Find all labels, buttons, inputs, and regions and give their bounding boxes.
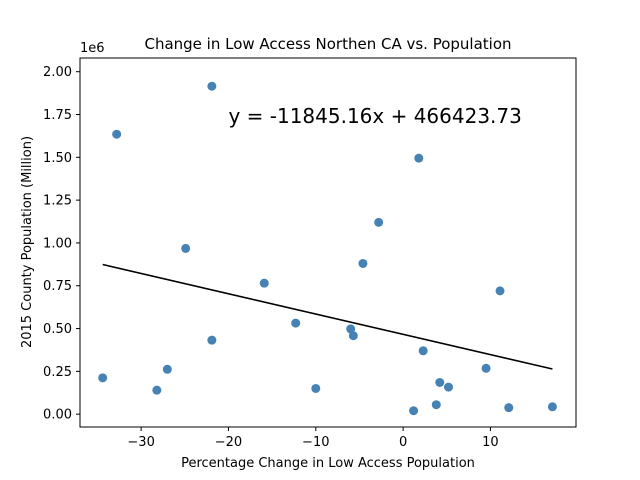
x-axis-label: Percentage Change in Low Access Populati… bbox=[181, 456, 475, 471]
y-axis: 0.00 0.25 0.50 0.75 1.00 1.25 1.50 1.75 2.00 bbox=[43, 65, 80, 423]
data-point bbox=[162, 364, 172, 374]
data-point bbox=[481, 363, 491, 373]
y-axis-offset-label: 1e6 bbox=[80, 41, 105, 56]
data-point bbox=[207, 335, 217, 345]
data-point bbox=[418, 346, 428, 356]
y-tick-label: 1.00 bbox=[43, 236, 72, 251]
data-point bbox=[259, 278, 269, 288]
data-point bbox=[409, 406, 419, 416]
data-point bbox=[504, 403, 514, 413]
data-point bbox=[152, 385, 162, 395]
data-point bbox=[374, 217, 384, 227]
y-tick-label: 0.50 bbox=[43, 322, 72, 337]
data-point bbox=[98, 373, 108, 383]
plot-area: y = -11845.16x + 466423.73 bbox=[79, 57, 577, 428]
x-axis: −30 −20 −10 0 10 bbox=[127, 427, 499, 450]
x-tick-label: 10 bbox=[482, 435, 499, 450]
y-tick-label: 0.25 bbox=[43, 365, 72, 380]
data-point bbox=[112, 129, 122, 139]
data-point bbox=[435, 377, 445, 387]
data-point bbox=[291, 318, 301, 328]
data-point bbox=[495, 286, 505, 296]
regression-layer bbox=[102, 263, 553, 370]
data-point bbox=[431, 400, 441, 410]
data-point bbox=[444, 382, 454, 392]
y-tick-label: 1.75 bbox=[43, 108, 72, 123]
data-point bbox=[207, 81, 217, 91]
chart-title: Change in Low Access Northen CA vs. Popu… bbox=[144, 35, 511, 53]
data-point bbox=[311, 383, 321, 393]
y-axis-label: 2015 County Population (Million) bbox=[20, 136, 35, 348]
points-layer bbox=[98, 81, 557, 416]
y-tick-label: 2.00 bbox=[43, 65, 72, 80]
x-tick-label: −30 bbox=[127, 435, 154, 450]
data-point bbox=[358, 258, 368, 268]
data-point bbox=[346, 324, 356, 334]
data-point bbox=[181, 243, 191, 253]
regression-line bbox=[102, 263, 553, 370]
y-tick-label: 0.00 bbox=[43, 408, 72, 423]
x-tick-label: −20 bbox=[215, 435, 242, 450]
data-point bbox=[348, 331, 358, 341]
y-tick-label: 0.75 bbox=[43, 279, 72, 294]
y-tick-label: 1.50 bbox=[43, 151, 72, 166]
data-point bbox=[414, 153, 424, 163]
data-point bbox=[547, 402, 557, 412]
y-tick-label: 1.25 bbox=[43, 194, 72, 209]
regression-equation: y = -11845.16x + 466423.73 bbox=[228, 104, 521, 128]
x-tick-label: −10 bbox=[302, 435, 329, 450]
x-tick-label: 0 bbox=[399, 435, 407, 450]
